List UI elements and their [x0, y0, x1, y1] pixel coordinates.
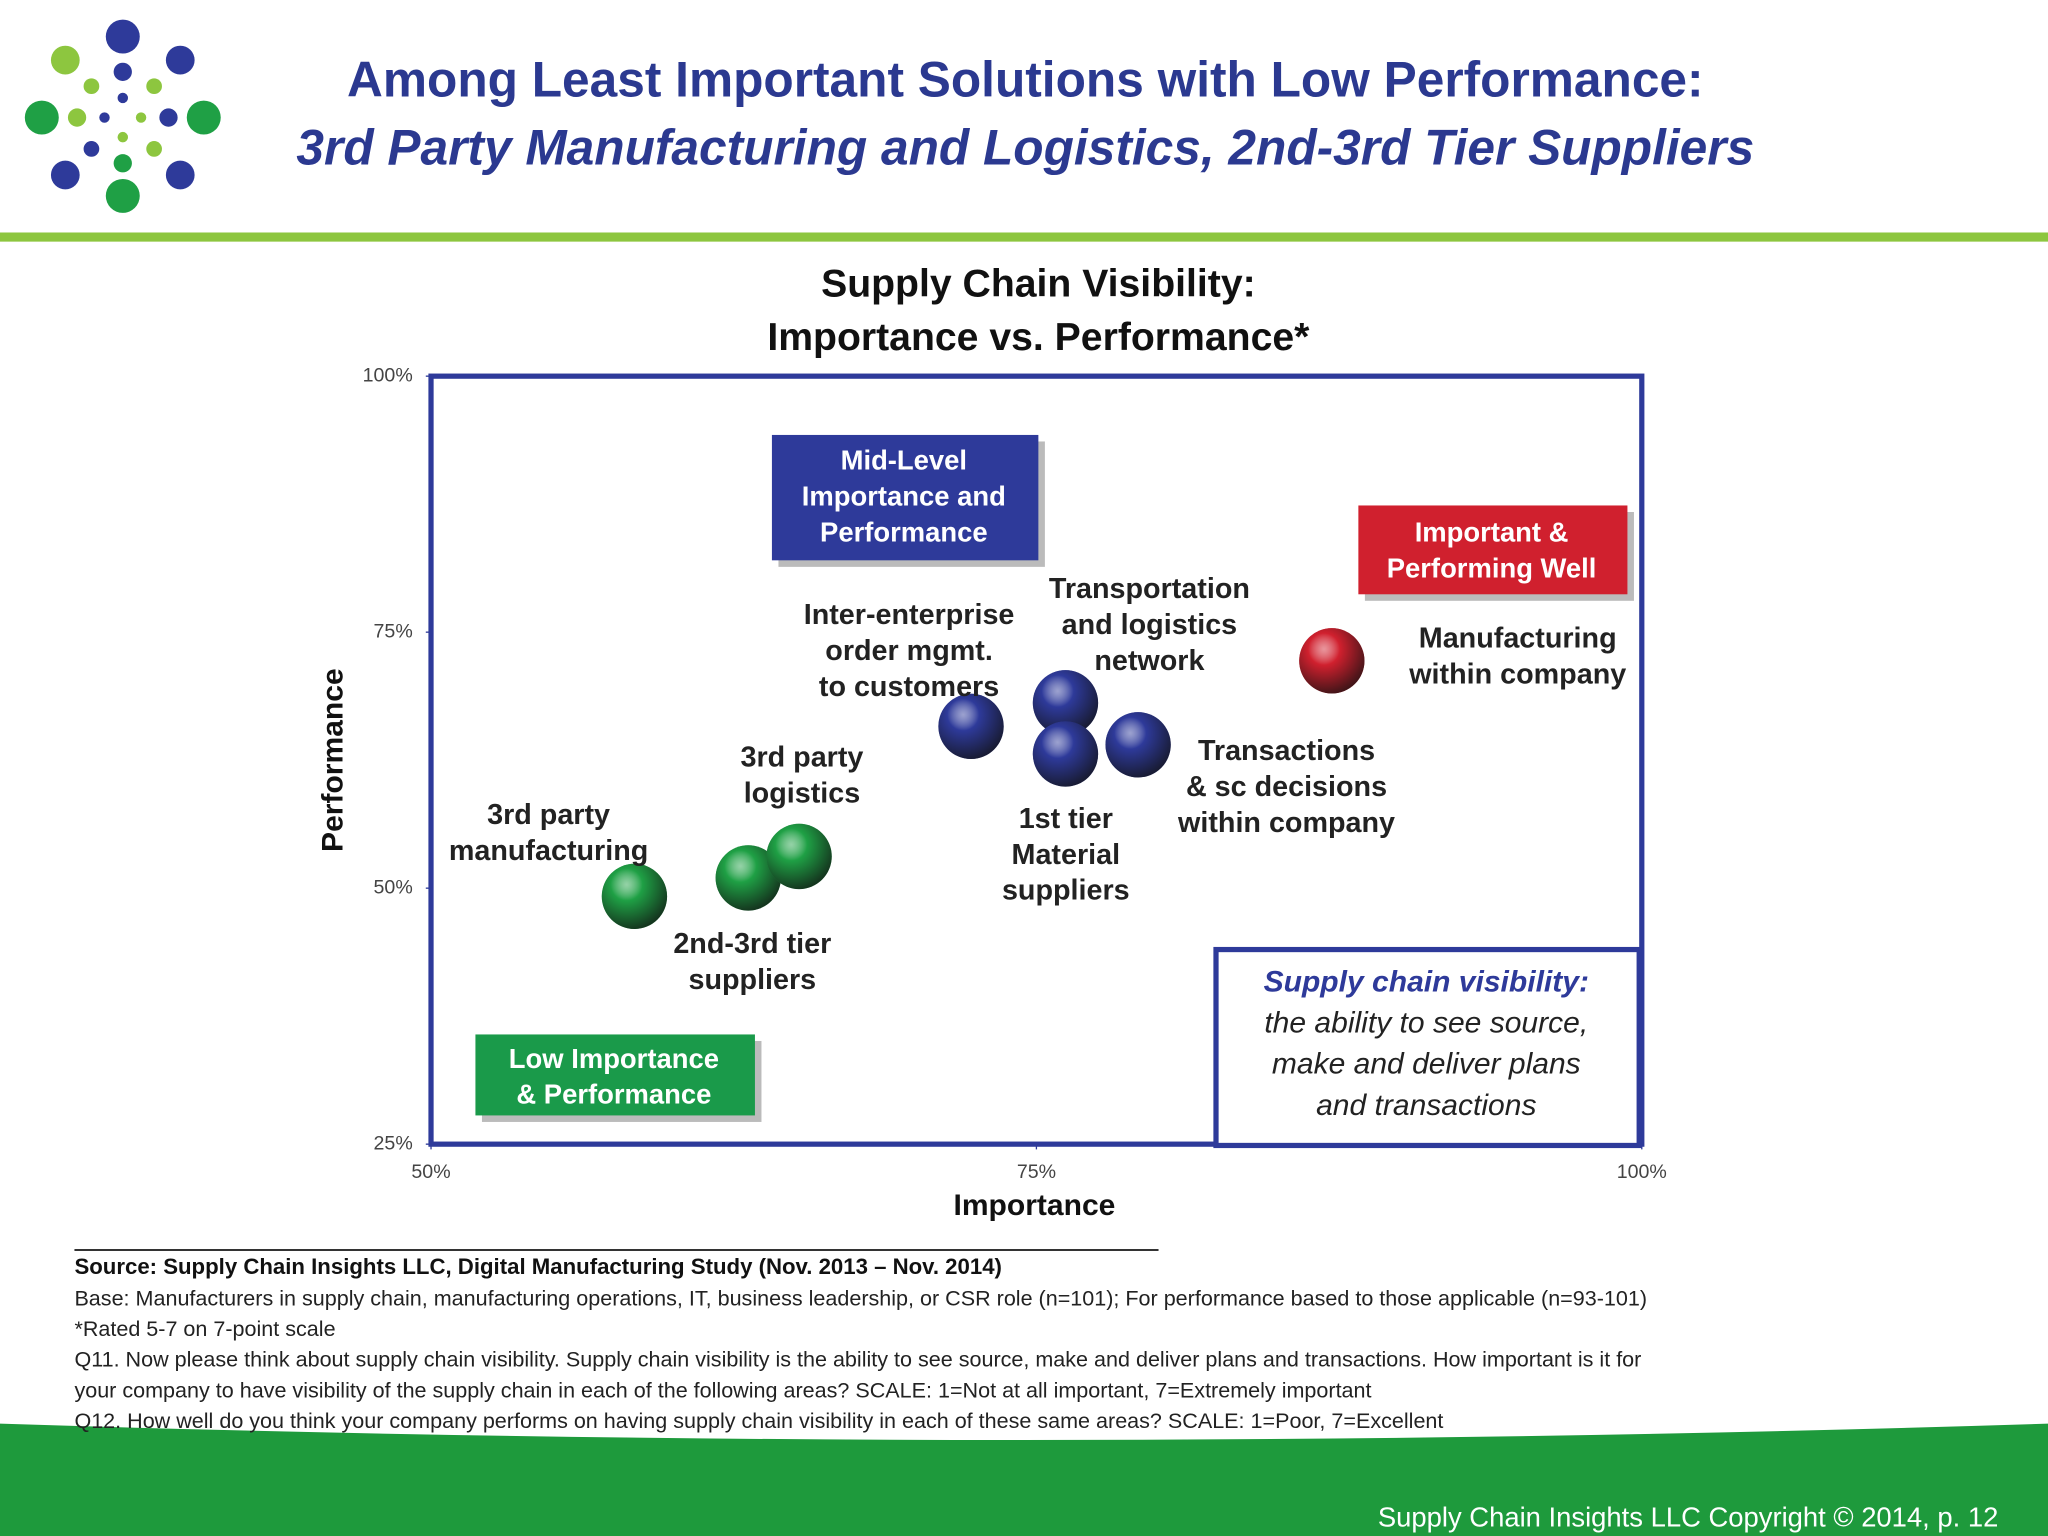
- point-label: 3rd party: [487, 799, 610, 831]
- slide-title: Among Least Important Solutions with Low…: [347, 52, 1704, 108]
- logo: [24, 19, 221, 213]
- x-tick-label: 100%: [1617, 1161, 1667, 1183]
- point-label: Transportation: [1049, 573, 1250, 605]
- quadrant-box: [1358, 505, 1628, 595]
- quadrant-label: Performance: [820, 516, 988, 547]
- point-label: & sc decisions: [1186, 771, 1387, 803]
- note: Base: Manufacturers in supply chain, man…: [74, 1285, 1647, 1310]
- quadrant-label: Mid-Level: [841, 445, 967, 476]
- point: [1105, 712, 1171, 778]
- quadrant-box: [475, 1034, 755, 1116]
- point: [766, 823, 832, 890]
- x-axis-label: Importance: [954, 1189, 1116, 1222]
- slide-subtitle: 3rd Party Manufacturing and Logistics, 2…: [296, 120, 1754, 176]
- quadrant-label: Performing Well: [1387, 552, 1597, 583]
- point-label: 3rd party: [741, 741, 864, 773]
- y-tick-label: 100%: [363, 364, 413, 386]
- plot-frame: [428, 373, 1645, 1147]
- point-label: 2nd-3rd tier: [673, 928, 831, 960]
- y-tick-label: 75%: [374, 620, 413, 642]
- point-label: order mgmt.: [825, 635, 993, 667]
- definition-text: the ability to see source,: [1264, 1007, 1588, 1040]
- point-label: suppliers: [1002, 875, 1130, 907]
- quadrant-label: Important &: [1415, 516, 1569, 547]
- note: Q11. Now please think about supply chain…: [74, 1347, 1641, 1372]
- point-label: 1st tier: [1019, 803, 1113, 835]
- point: [601, 863, 668, 930]
- point-label: to customers: [819, 671, 999, 703]
- definition-box: [1213, 946, 1642, 1149]
- point-label: Material: [1012, 839, 1121, 871]
- y-tick-label: 25%: [374, 1132, 413, 1154]
- x-tick-label: 50%: [411, 1161, 450, 1183]
- copyright: Supply Chain Insights LLC Copyright © 20…: [1378, 1501, 1998, 1532]
- point-label: network: [1094, 645, 1204, 677]
- quadrant-label: & Performance: [516, 1079, 711, 1110]
- point: [938, 693, 1004, 760]
- point-label: within company: [1408, 659, 1626, 691]
- chart: Supply Chain Visibility: Importance vs. P…: [316, 262, 1667, 1221]
- point: [1299, 628, 1365, 694]
- source: Source: Supply Chain Insights LLC, Digit…: [74, 1254, 1002, 1279]
- point-label: manufacturing: [449, 835, 648, 867]
- point-label: Transactions: [1198, 735, 1375, 767]
- quadrant-label: Importance and: [802, 481, 1006, 512]
- footer-band: [0, 1423, 2048, 1536]
- note: Q12. How well do you think your company …: [74, 1408, 1443, 1433]
- point: [1032, 721, 1099, 787]
- point-label: Manufacturing: [1419, 623, 1617, 655]
- quadrant-label: Low Importance: [509, 1043, 719, 1074]
- x-tick-label: 75%: [1017, 1161, 1056, 1183]
- definition-text: and transactions: [1316, 1089, 1536, 1122]
- note: *Rated 5-7 on 7-point scale: [74, 1316, 335, 1341]
- note: your company to have visibility of the s…: [74, 1377, 1371, 1402]
- point-label: Inter-enterprise: [804, 599, 1015, 631]
- definition-text: Supply chain visibility:: [1264, 965, 1589, 998]
- point-label: within company: [1177, 807, 1395, 839]
- point-label: suppliers: [688, 964, 816, 996]
- header-rule: [0, 232, 2048, 242]
- y-tick-label: 50%: [374, 876, 413, 898]
- definition-text: make and deliver plans: [1272, 1048, 1581, 1081]
- point: [1032, 670, 1099, 736]
- point-label: and logistics: [1062, 609, 1238, 641]
- point-label: logistics: [744, 777, 861, 809]
- chart-title: Supply Chain Visibility:: [821, 262, 1256, 305]
- y-axis-label: Performance: [316, 668, 349, 852]
- point: [715, 845, 781, 911]
- quadrant-box: [771, 434, 1039, 561]
- notes: Base: Manufacturers in supply chain, man…: [74, 1285, 1647, 1433]
- chart-title: Importance vs. Performance*: [767, 316, 1310, 359]
